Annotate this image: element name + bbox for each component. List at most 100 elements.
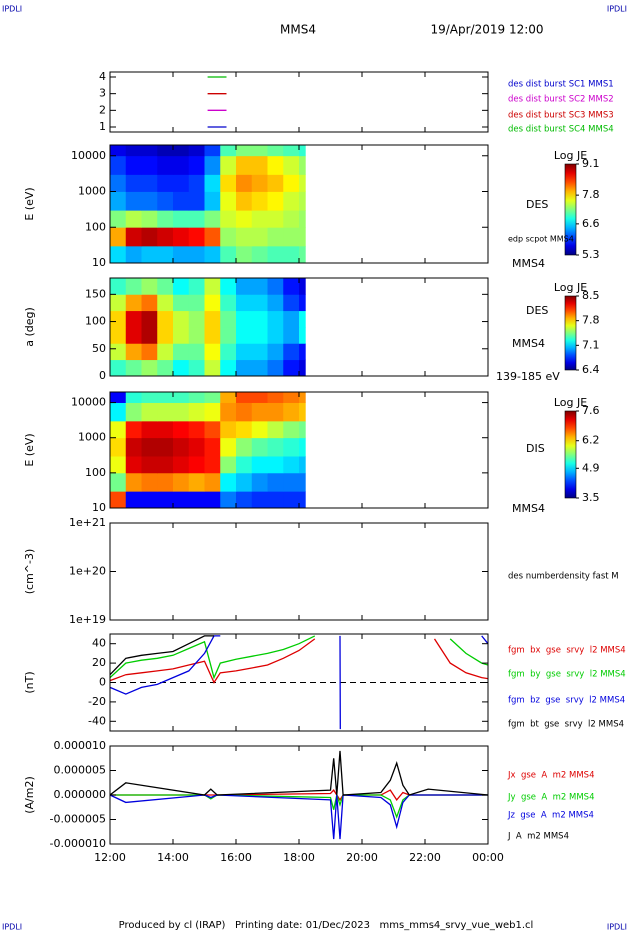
heatmap-cell [236,491,253,508]
heatmap-cell [251,491,268,508]
heatmap-cell [204,245,221,263]
heatmap-cell [283,420,300,439]
heatmap-cell [110,392,127,403]
heatmap-cell [283,437,300,457]
legend-entry: des dist burst SC1 MMS1 [508,80,614,90]
heatmap-cell [283,472,300,492]
heatmap-cell [236,245,253,263]
y-tick-label: -20 [88,695,106,708]
heatmap-cell [157,491,174,508]
heatmap-cell [236,327,253,344]
y-tick-label: 1000 [78,431,106,444]
heatmap-cell [251,294,268,312]
heatmap-cell [188,210,205,228]
heatmap-cell [251,456,268,474]
heatmap-cell [141,174,158,192]
y-axis-label: (cm^-3) [23,549,36,595]
heatmap-cell [283,278,300,295]
panel [110,145,306,263]
heatmap-cell [188,310,205,328]
heatmap-cell [220,227,237,247]
heatmap-cell [204,155,221,175]
heatmap-cell [157,174,174,192]
heatmap-cell [157,437,174,457]
heatmap-cell [125,174,142,192]
colorbar-tick-label: 7.6 [582,404,600,417]
heatmap-cell [125,437,142,457]
heatmap-cell [188,145,205,157]
heatmap-cell [110,174,127,192]
y-axis-label: a (deg) [23,307,36,347]
heatmap-cell [110,191,127,211]
heatmap-cell [141,227,158,247]
heatmap-cell [188,327,205,344]
heatmap-cell [267,145,284,157]
heatmap-cell [188,174,205,192]
heatmap-cell [188,359,205,376]
heatmap-cell [267,491,284,508]
heatmap-cell [141,278,158,295]
heatmap-cell [125,145,142,157]
heatmap-cell [267,472,284,492]
heatmap-cell [173,359,190,376]
panel [110,278,306,376]
heatmap-cell [251,191,268,211]
heatmap-cell [110,155,127,175]
heatmap-cell [251,174,268,192]
y-tick-label: 50 [92,342,106,355]
legend-entry: fgm bx gse srvy l2 MMS4 [508,646,626,656]
heatmap-cell [157,210,174,228]
heatmap-cell [173,155,190,175]
heatmap-cell [110,327,127,344]
heatmap-cell [267,402,284,422]
heatmap-cell [204,472,221,492]
heatmap-cell [188,456,205,474]
heatmap-cell [236,145,253,157]
heatmap-cell [236,392,253,403]
heatmap-cell [110,145,127,157]
heatmap-cell [188,278,205,295]
heatmap-cell [141,491,158,508]
heatmap-cell [173,392,190,403]
heatmap-cell [267,227,284,247]
y-axis-label: E (eV) [23,187,36,220]
heatmap-cell [204,420,221,439]
heatmap-cell [173,294,190,312]
heatmap-cell [173,227,190,247]
heatmap-cell [251,145,268,157]
heatmap-cell [283,227,300,247]
heatmap-cell [220,472,237,492]
heatmap-cell [283,359,300,376]
heatmap-cell [267,327,284,344]
heatmap-cell [204,491,221,508]
y-tick-label: 40 [92,637,106,650]
heatmap-cell [299,437,306,457]
heatmap-cell [283,210,300,228]
colorbar-tick-label: 6.2 [582,434,600,447]
heatmap-cell [110,437,127,457]
heatmap-cell [236,402,253,422]
heatmap-cell [299,392,306,403]
heatmap-cell [173,191,190,211]
heatmap-cell [125,402,142,422]
corner-label: IPDLI [607,5,627,14]
heatmap-cell [188,191,205,211]
annotation: MMS4 [512,337,545,350]
heatmap-cell [251,420,268,439]
heatmap-cell [236,294,253,312]
heatmap-cell [251,278,268,295]
heatmap-cell [141,210,158,228]
heatmap-cell [299,227,306,247]
heatmap-cell [220,359,237,376]
heatmap-cell [251,227,268,247]
heatmap-cell [204,327,221,344]
y-axis-label: E (eV) [23,433,36,466]
corner-label: IPDLI [2,923,22,932]
heatmap-cell [236,456,253,474]
colorbar-tick-label: 4.9 [582,461,600,474]
colorbar [564,163,577,256]
heatmap-cell [141,359,158,376]
heatmap-cell [283,402,300,422]
heatmap-cell [220,437,237,457]
heatmap-cell [141,145,158,157]
